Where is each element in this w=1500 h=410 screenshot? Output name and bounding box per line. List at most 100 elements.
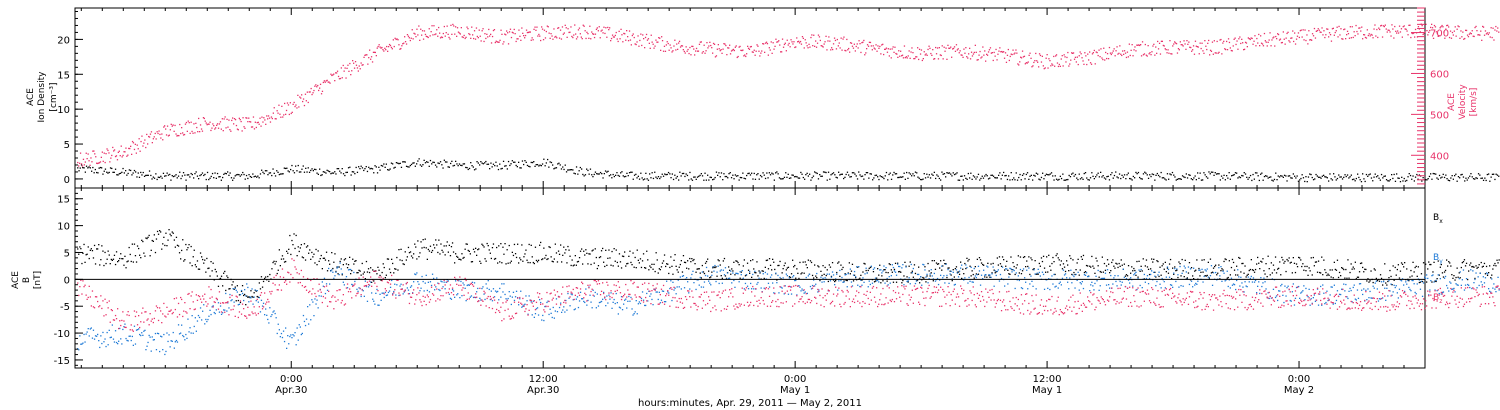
data-point [1393,173,1395,176]
data-point [833,37,836,39]
data-point [1311,39,1313,41]
data-point [198,316,201,319]
data-point [862,271,864,273]
data-point [161,177,163,179]
data-point [697,279,699,281]
data-point [1450,265,1452,267]
data-point [1295,177,1297,179]
data-point [441,164,443,166]
data-point [573,34,575,36]
data-point [835,280,837,282]
data-point [759,174,762,177]
data-point [178,135,180,137]
data-point [709,277,711,279]
data-point [326,270,329,272]
data-point [214,268,216,271]
data-point [1456,180,1458,182]
data-point [577,306,580,309]
data-point [892,281,895,283]
data-point [1272,37,1274,39]
data-point [1081,57,1083,59]
data-point [550,256,552,258]
data-point [155,173,157,175]
data-point [388,169,390,171]
data-point [536,26,538,28]
data-point [307,167,309,169]
data-point [904,178,906,180]
data-point [1363,34,1365,36]
data-point [1486,32,1488,34]
data-point [1316,175,1318,177]
data-point [701,52,703,54]
data-point [1068,288,1070,290]
data-point [1089,51,1091,53]
data-point [317,250,319,252]
data-point [491,247,494,249]
data-point [465,243,467,245]
data-point [572,36,574,39]
data-point [554,36,556,38]
data-point [1069,176,1072,178]
data-point [980,57,982,59]
data-point [362,64,364,66]
data-point [642,34,644,36]
data-point [448,244,450,246]
data-point [594,291,596,294]
data-point [599,37,601,39]
data-point [1249,38,1251,41]
data-point [351,283,353,286]
data-point [1220,38,1222,41]
data-point [1482,25,1484,28]
data-point [473,251,476,253]
data-point [242,117,244,119]
data-point [1059,65,1061,67]
data-point [1085,264,1088,267]
data-point [738,264,740,266]
data-point [486,33,488,35]
data-point [501,33,503,35]
data-point [863,178,865,180]
data-point [815,172,817,174]
data-point [568,169,570,171]
data-point [269,121,272,123]
data-point [618,175,621,177]
data-point [524,34,527,37]
data-point [370,56,373,58]
data-point [551,316,553,319]
data-point [444,161,447,163]
data-point [863,262,865,265]
data-point [437,251,439,254]
data-point [389,286,392,288]
data-point [673,289,675,291]
data-point [973,267,975,270]
data-point [528,243,530,246]
data-point [965,47,967,49]
data-point [570,293,572,295]
data-point [1065,61,1067,63]
data-point [1286,180,1288,182]
data-point [1023,173,1025,175]
data-point [429,245,432,247]
data-point [266,314,268,316]
data-point [678,266,680,268]
data-point [130,260,132,263]
data-point [1445,28,1447,30]
data-point [325,251,328,253]
data-point [669,173,671,175]
data-point [121,156,123,158]
data-point [1477,34,1479,36]
data-point [732,48,735,51]
data-point [417,160,419,162]
data-point [1258,179,1260,182]
data-point [1497,262,1499,264]
data-point [426,161,428,163]
data-point [342,173,345,175]
data-point [1229,178,1231,180]
data-point [621,34,623,36]
data-point [1010,268,1012,270]
data-point [1396,32,1398,34]
data-point [752,259,754,261]
data-point [882,280,884,282]
data-point [687,48,689,51]
data-point [434,164,437,166]
